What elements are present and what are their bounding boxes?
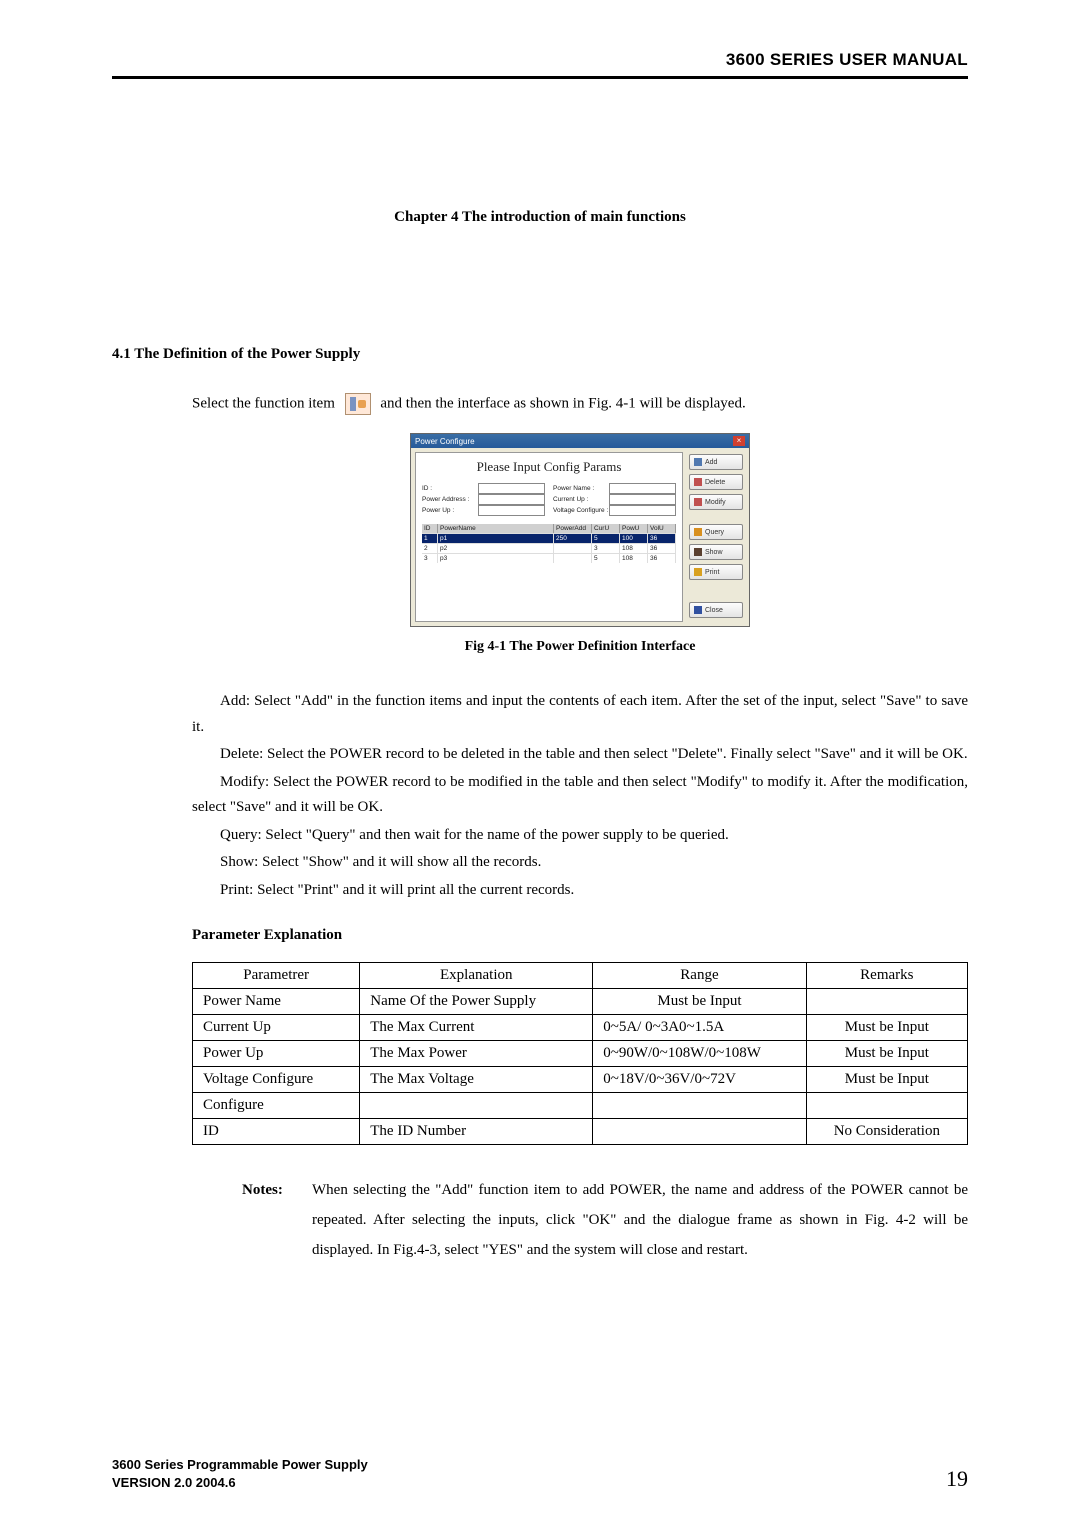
- show-button[interactable]: Show: [689, 544, 743, 560]
- table-row[interactable]: 1p1250510036: [422, 533, 676, 543]
- th-parameter: Parametrer: [193, 963, 360, 989]
- print-button[interactable]: Print: [689, 564, 743, 580]
- table-row: Configure: [193, 1093, 968, 1119]
- label-current-up: Current Up :: [553, 496, 609, 503]
- param-table: Parametrer Explanation Range Remarks Pow…: [192, 962, 968, 1145]
- footer-line2: VERSION 2.0 2004.6: [112, 1474, 368, 1492]
- th-range: Range: [593, 963, 806, 989]
- dialog-heading: Please Input Config Params: [422, 459, 676, 475]
- field-voltage-cfg[interactable]: [609, 505, 676, 516]
- page-footer: 3600 Series Programmable Power Supply VE…: [112, 1456, 968, 1492]
- notes-block: Notes: When selecting the "Add" function…: [242, 1175, 968, 1265]
- figure-caption: Fig 4-1 The Power Definition Interface: [192, 639, 968, 655]
- query-button[interactable]: Query: [689, 524, 743, 540]
- intro-before: Select the function item: [192, 395, 335, 411]
- page-number: 19: [946, 1466, 968, 1492]
- table-row: IDThe ID NumberNo Consideration: [193, 1119, 968, 1145]
- table-row: Power UpThe Max Power0~90W/0~108W/0~108W…: [193, 1041, 968, 1067]
- grid-header: ID PowerName PowerAdd CurU PowU VolU: [422, 524, 676, 533]
- chapter-title: Chapter 4 The introduction of main funct…: [112, 209, 968, 226]
- field-power-up[interactable]: [478, 505, 545, 516]
- intro-after: and then the interface as shown in Fig. …: [380, 395, 745, 411]
- field-power-name[interactable]: [609, 483, 676, 494]
- op-show: Show: Select "Show" and it will show all…: [192, 850, 968, 876]
- close-icon[interactable]: ×: [733, 436, 745, 446]
- footer-line1: 3600 Series Programmable Power Supply: [112, 1456, 368, 1474]
- field-power-address[interactable]: [478, 494, 545, 505]
- field-current-up[interactable]: [609, 494, 676, 505]
- th-explanation: Explanation: [360, 963, 593, 989]
- header-rule: [112, 76, 968, 79]
- label-power-address: Power Address :: [422, 496, 478, 503]
- op-modify: Modify: Select the POWER record to be mo…: [192, 770, 968, 821]
- intro-line: Select the function item and then the in…: [192, 393, 968, 415]
- label-voltage-cfg: Voltage Configure :: [553, 507, 609, 514]
- section-title: 4.1 The Definition of the Power Supply: [112, 346, 968, 363]
- th-remarks: Remarks: [806, 963, 967, 989]
- op-print: Print: Select "Print" and it will print …: [192, 878, 968, 904]
- win-title: Power Configure: [415, 437, 475, 446]
- figure-screenshot: Power Configure × Please Input Config Pa…: [410, 433, 750, 627]
- table-row[interactable]: 3p3510836: [422, 553, 676, 563]
- notes-label: Notes:: [242, 1175, 312, 1265]
- label-id: ID :: [422, 485, 478, 492]
- field-id[interactable]: [478, 483, 545, 494]
- label-power-name: Power Name :: [553, 485, 609, 492]
- function-item-icon: [345, 393, 371, 415]
- table-row: Voltage ConfigureThe Max Voltage0~18V/0~…: [193, 1067, 968, 1093]
- table-row[interactable]: 2p2310836: [422, 543, 676, 553]
- table-row: Power NameName Of the Power SupplyMust b…: [193, 989, 968, 1015]
- op-delete: Delete: Select the POWER record to be de…: [192, 742, 968, 768]
- delete-button[interactable]: Delete: [689, 474, 743, 490]
- op-add: Add: Select "Add" in the function items …: [192, 689, 968, 740]
- close-button[interactable]: Close: [689, 602, 743, 618]
- label-power-up: Power Up :: [422, 507, 478, 514]
- modify-button[interactable]: Modify: [689, 494, 743, 510]
- notes-text: When selecting the "Add" function item t…: [312, 1175, 968, 1265]
- table-row: Current UpThe Max Current0~5A/ 0~3A0~1.5…: [193, 1015, 968, 1041]
- header-title: 3600 SERIES USER MANUAL: [112, 50, 968, 70]
- op-query: Query: Select "Query" and then wait for …: [192, 823, 968, 849]
- param-heading: Parameter Explanation: [192, 927, 968, 944]
- add-button[interactable]: Add: [689, 454, 743, 470]
